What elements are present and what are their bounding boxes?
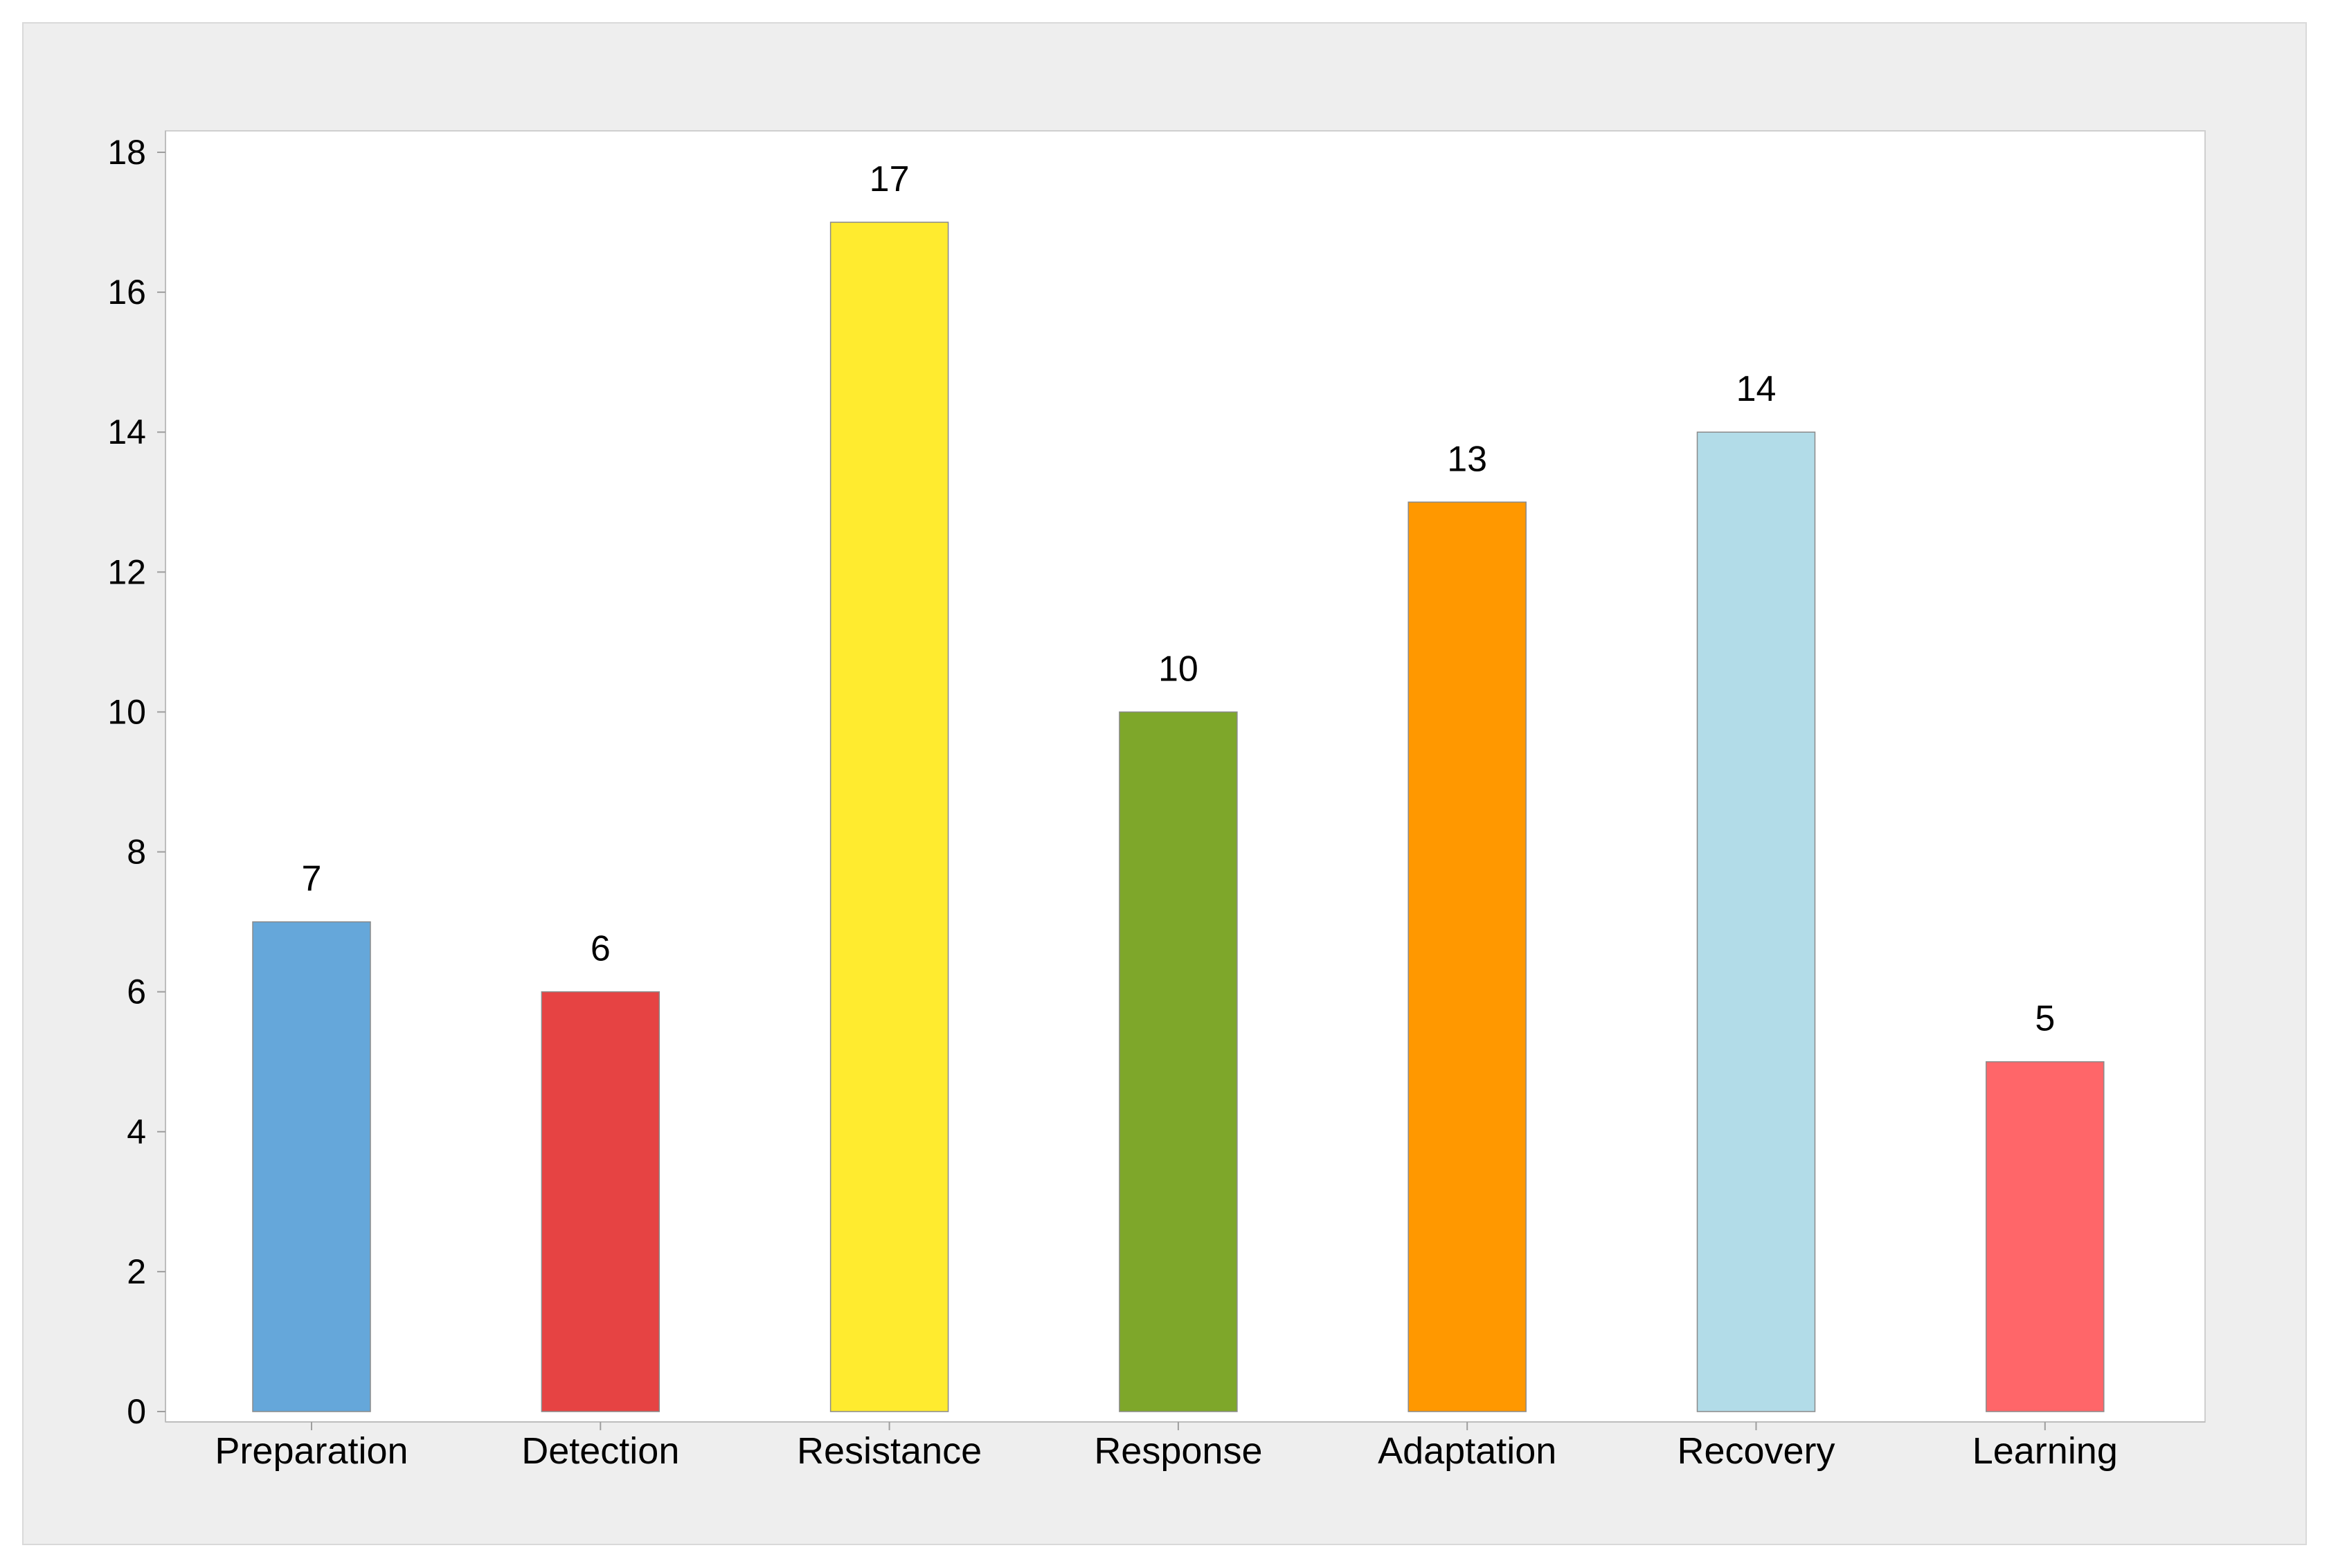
data-label: 13 bbox=[1447, 439, 1487, 479]
x-tick-label: Recovery bbox=[1677, 1430, 1835, 1472]
data-label: 10 bbox=[1158, 649, 1198, 689]
y-tick-label: 2 bbox=[127, 1252, 146, 1291]
y-tick-label: 14 bbox=[107, 413, 146, 451]
x-tick-label: Detection bbox=[521, 1430, 679, 1472]
bar-detection bbox=[541, 991, 660, 1412]
bars bbox=[252, 222, 2105, 1412]
data-label: 5 bbox=[2035, 999, 2055, 1039]
bar-preparation bbox=[252, 921, 371, 1412]
x-tick-label: Response bbox=[1094, 1430, 1262, 1472]
x-tick-label: Preparation bbox=[215, 1430, 408, 1472]
y-tick-label: 0 bbox=[127, 1392, 146, 1431]
y-tick-label: 12 bbox=[107, 552, 146, 591]
data-label: 7 bbox=[302, 859, 322, 899]
chart-figure: 0 2 4 6 8 10 12 14 16 18 Preparation Detection Resi… bbox=[22, 22, 2307, 1545]
y-tick-label: 4 bbox=[127, 1112, 146, 1151]
bar-adaptation bbox=[1408, 501, 1527, 1412]
bar-response bbox=[1119, 711, 1238, 1412]
data-label: 14 bbox=[1736, 369, 1777, 409]
data-label: 6 bbox=[591, 929, 611, 969]
bar-resistance bbox=[829, 222, 949, 1412]
y-tick-label: 8 bbox=[127, 833, 146, 872]
y-tick-label: 16 bbox=[107, 273, 146, 312]
bar-chart: 0 2 4 6 8 10 12 14 16 18 Preparation Detection Resi… bbox=[107, 130, 2206, 1472]
x-tick-label: Adaptation bbox=[1378, 1430, 1556, 1472]
y-tick-label: 18 bbox=[107, 133, 146, 172]
x-tick-label: Resistance bbox=[797, 1430, 982, 1472]
bar-recovery bbox=[1696, 431, 1816, 1412]
data-label: 17 bbox=[870, 159, 910, 199]
data-labels: 7 6 17 10 13 14 5 bbox=[302, 159, 2056, 1039]
y-tick-label: 10 bbox=[107, 692, 146, 731]
x-axis: Preparation Detection Resistance Response Ad… bbox=[165, 1421, 2205, 1472]
bar-learning bbox=[1986, 1061, 2105, 1412]
x-tick-label: Learning bbox=[1972, 1430, 2118, 1472]
y-axis: 0 2 4 6 8 10 12 14 16 18 bbox=[107, 131, 166, 1431]
y-tick-label: 6 bbox=[127, 973, 146, 1011]
